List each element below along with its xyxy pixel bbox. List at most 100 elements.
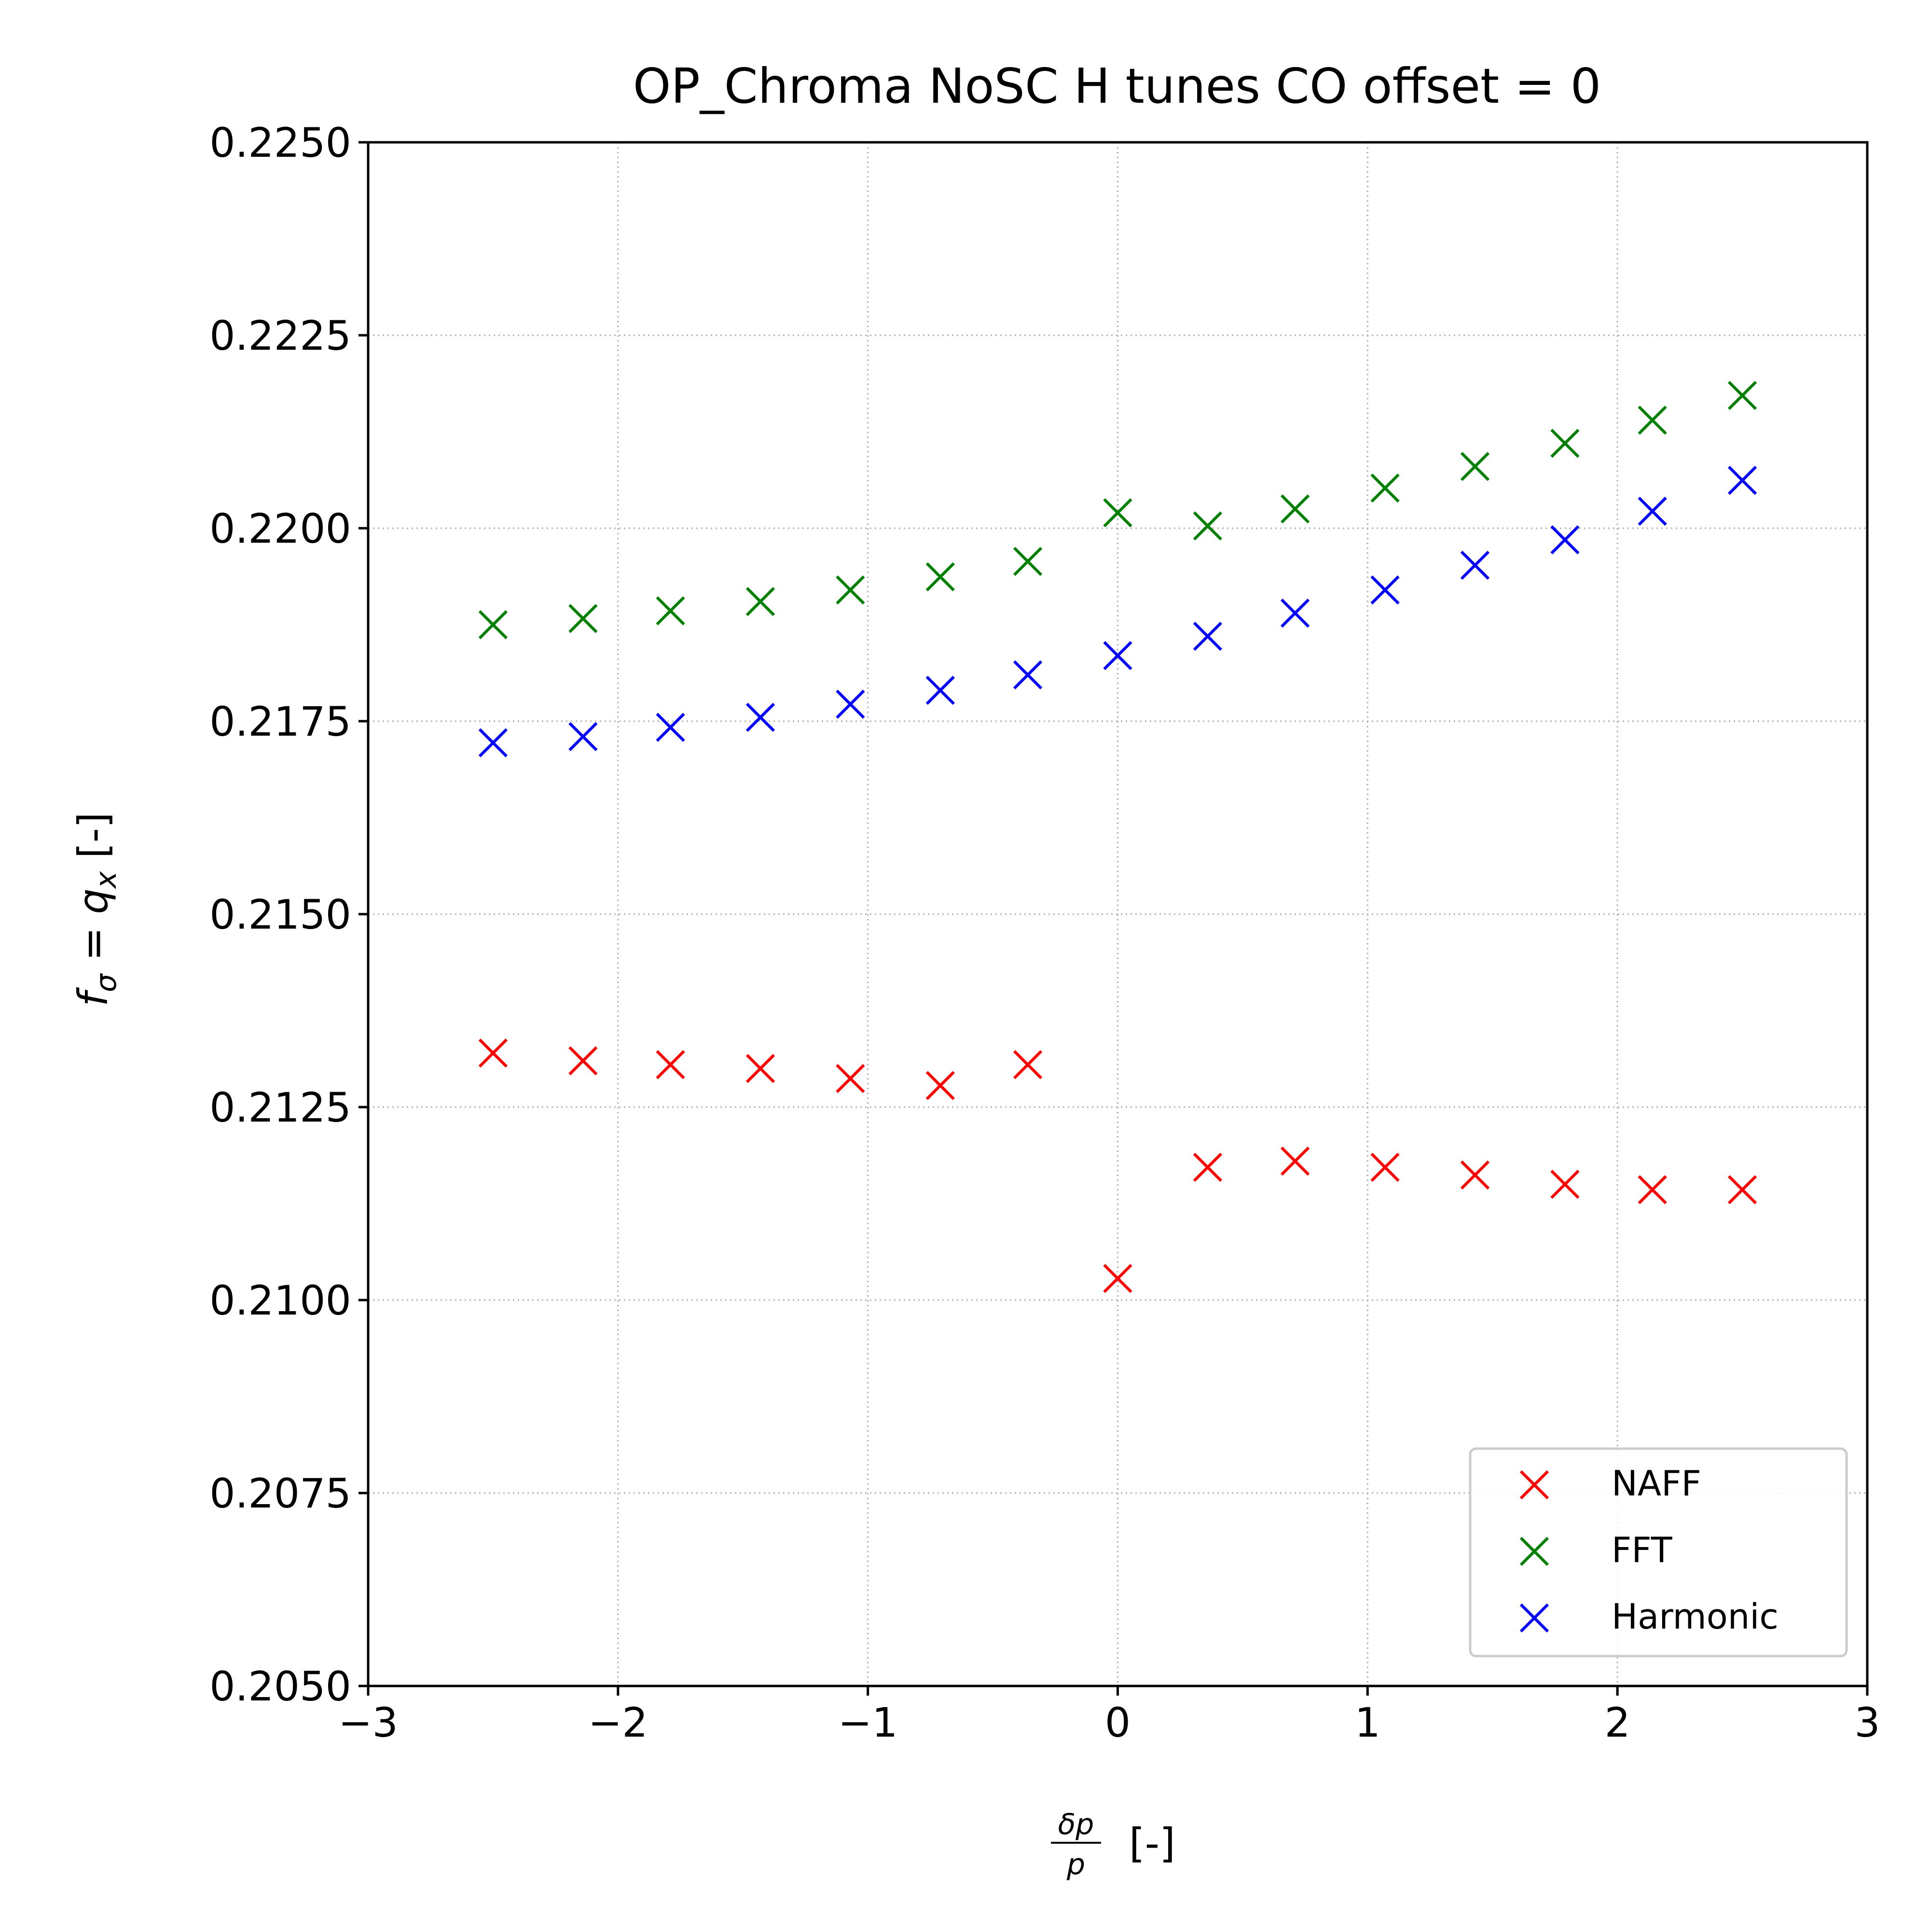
data-point-harmonic [1193,621,1223,651]
y-label-q-sub: x [89,871,123,890]
data-point-naff-stroke [745,1054,775,1083]
x-axis-label-numerator: δp [1058,1808,1094,1841]
data-point-harmonic-stroke [1550,525,1580,555]
data-point-harmonic-stroke [925,675,955,705]
y-tick-label: 0.2175 [209,698,351,745]
legend-marker-harmonic [1519,1603,1549,1633]
y-tick-label: 0.2200 [209,505,351,552]
data-point-naff [656,1050,685,1080]
y-tick-label: 0.2150 [209,891,351,938]
data-point-naff [1103,1264,1132,1293]
data-point-fft [1013,547,1043,576]
data-point-fft-stroke [1193,511,1223,541]
data-point-fft [1460,452,1490,481]
data-point-fft-stroke [1638,405,1667,435]
data-point-naff-stroke [1370,1152,1400,1182]
x-tick-label: 0 [1105,1699,1130,1746]
data-point-naff [1281,1146,1310,1176]
data-point-harmonic [925,675,955,705]
data-point-fft [836,575,865,605]
data-point-harmonic [1460,550,1490,580]
x-tick-label: 3 [1854,1699,1880,1746]
data-point-naff [1193,1152,1223,1182]
data-point-harmonic-stroke [1281,598,1310,628]
data-point-harmonic-stroke [656,713,685,742]
legend-entry-fft: FFT [1519,1530,1673,1570]
data-point-harmonic-stroke [478,728,508,757]
data-point-harmonic [1550,525,1580,555]
x-axis-label-denominator: p [1066,1848,1085,1881]
data-point-harmonic-stroke [745,702,775,732]
data-points [478,381,1757,1293]
data-point-harmonic-stroke [1193,621,1223,651]
data-point-fft-stroke [1550,428,1580,458]
data-point-fft [656,596,685,626]
data-point-harmonic-stroke [1460,550,1490,580]
y-tick-label: 0.2075 [209,1470,351,1517]
data-point-fft [1193,511,1223,541]
data-point-naff [1727,1175,1757,1205]
data-point-naff-stroke [1638,1175,1667,1205]
x-axis-label-unit: [-] [1129,1820,1175,1867]
axis-ticks: −3 −2 −1 0 1 2 3 0.2050 0.2075 0.2100 0.2125 0.2150… [209,119,1880,1746]
data-point-harmonic [568,722,598,752]
data-point-harmonic-stroke [568,722,598,752]
data-point-harmonic-stroke [836,689,865,719]
data-point-naff-stroke [1727,1175,1757,1205]
legend-marker-glyph-stroke [1519,1536,1549,1566]
data-point-naff-stroke [1550,1169,1580,1199]
data-point-fft-stroke [1460,452,1490,481]
y-label-equals: = [69,914,117,974]
data-point-harmonic-stroke [1013,660,1043,690]
data-point-fft [478,610,508,640]
data-point-fft-stroke [656,596,685,626]
data-point-harmonic-stroke [1727,466,1757,495]
data-point-fft [1281,494,1310,524]
data-point-naff [1370,1152,1400,1182]
x-tick-label: −2 [588,1699,648,1746]
data-point-naff [925,1071,955,1100]
data-point-harmonic-stroke [1638,496,1667,526]
data-point-naff [836,1064,865,1093]
legend-marker-glyph [1519,1536,1549,1566]
x-axis-label: δp p [-] [1051,1808,1175,1881]
data-point-harmonic-stroke [1103,641,1132,671]
data-point-fft [1103,498,1132,528]
x-tick-label: −3 [338,1699,398,1746]
y-tick-label: 0.2100 [209,1277,351,1324]
data-point-naff [1460,1160,1490,1190]
data-point-naff-stroke [568,1046,598,1076]
y-label-unit: [-] [69,812,117,872]
y-tick-label: 0.2050 [209,1663,351,1710]
data-point-fft [925,562,955,591]
data-point-harmonic [1281,598,1310,628]
data-point-fft-stroke [1281,494,1310,524]
data-point-fft-stroke [1727,381,1757,410]
data-point-fft [1370,473,1400,503]
data-point-naff-stroke [1281,1146,1310,1176]
data-point-fft [745,587,775,617]
legend-marker-glyph-stroke [1519,1603,1549,1633]
legend-label-fft: FFT [1612,1530,1673,1570]
legend-label-naff: NAFF [1612,1463,1701,1504]
legend-marker-glyph [1519,1603,1549,1633]
legend-marker-glyph [1519,1470,1549,1500]
data-point-naff-stroke [1460,1160,1490,1190]
legend-entry-naff: NAFF [1519,1463,1701,1504]
data-point-fft-stroke [1103,498,1132,528]
data-point-harmonic [1370,575,1400,605]
data-point-naff-stroke [1013,1050,1043,1080]
legend-label-harmonic: Harmonic [1612,1596,1778,1637]
data-point-fft-stroke [568,604,598,633]
data-point-naff [1638,1175,1667,1205]
legend-box [1469,1447,1848,1658]
data-point-fft [1638,405,1667,435]
data-point-fft-stroke [836,575,865,605]
legend-marker-fft [1519,1536,1549,1566]
data-point-harmonic-stroke [1370,575,1400,605]
data-point-fft-stroke [1370,473,1400,503]
data-point-fft-stroke [1013,547,1043,576]
data-point-fft-stroke [478,610,508,640]
